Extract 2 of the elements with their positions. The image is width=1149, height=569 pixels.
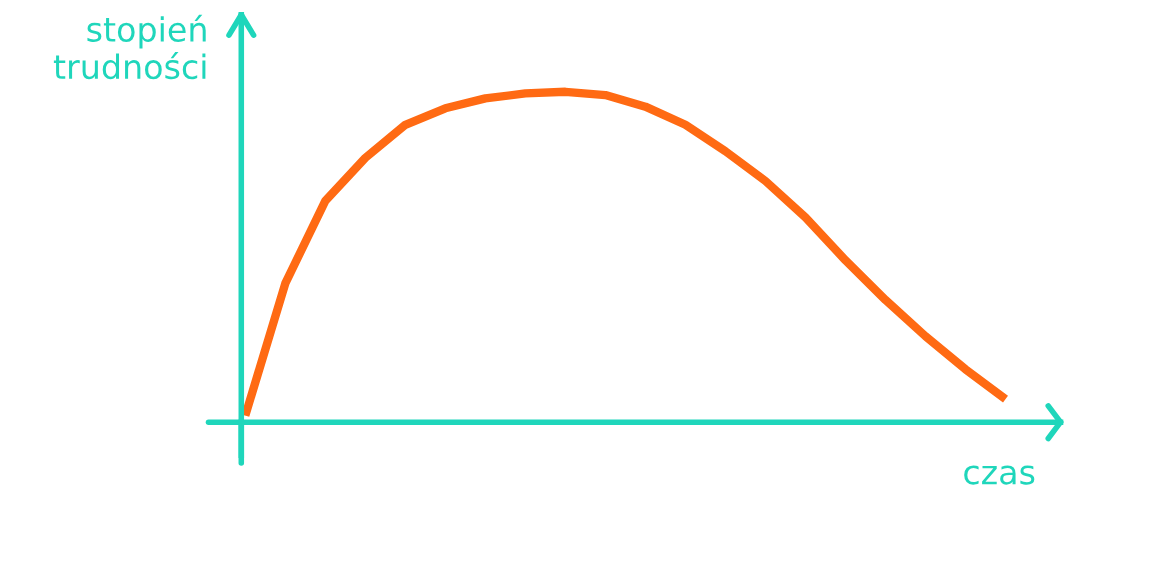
x-axis-title: czas [964, 465, 1035, 485]
y-axis-title: stopień trudności [53, 14, 206, 80]
